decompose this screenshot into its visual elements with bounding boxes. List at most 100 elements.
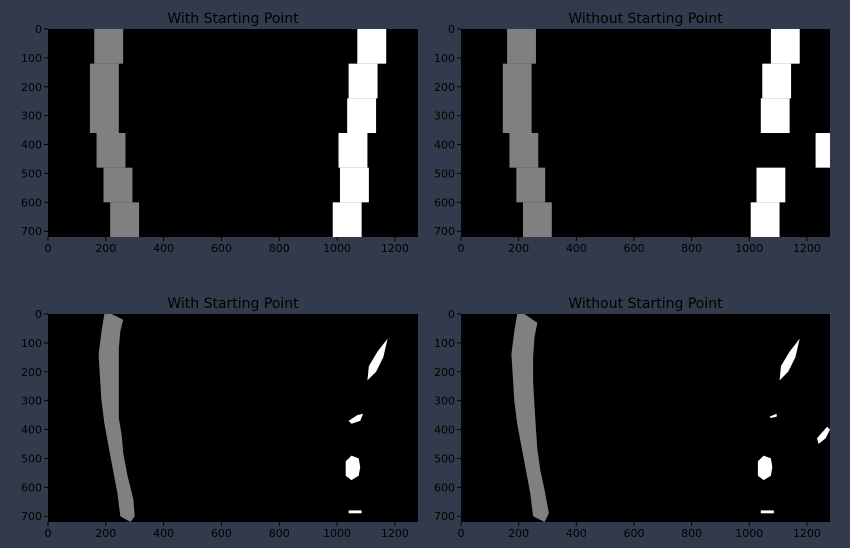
y-tick-label: 600 xyxy=(21,481,42,494)
x-tick-label: 1000 xyxy=(323,527,351,540)
x-tick-label: 800 xyxy=(269,242,290,255)
y-tick-label: 700 xyxy=(434,510,455,523)
x-tick-label: 0 xyxy=(458,242,465,255)
right-lane-window xyxy=(760,98,790,133)
left-lane-window xyxy=(507,29,536,64)
right-lane-pixels xyxy=(757,455,773,481)
right-lane-window xyxy=(762,63,792,99)
x-tick-label: 0 xyxy=(45,242,52,255)
x-tick-label: 1000 xyxy=(735,242,763,255)
right-lane-window xyxy=(357,29,387,64)
x-tick-label: 600 xyxy=(211,527,232,540)
right-lane-window xyxy=(338,133,368,168)
subplot-title: Without Starting Point xyxy=(568,296,723,312)
y-tick-label: 400 xyxy=(434,424,455,437)
right-lane-window xyxy=(756,167,786,203)
y-tick-label: 500 xyxy=(21,452,42,465)
x-tick-label: 1200 xyxy=(793,527,821,540)
left-lane-window xyxy=(516,167,546,203)
x-tick-label: 400 xyxy=(153,527,174,540)
y-tick-label: 100 xyxy=(21,337,42,350)
y-tick-label: 0 xyxy=(35,23,42,36)
right-lane-pixels xyxy=(345,455,361,481)
y-tick-label: 300 xyxy=(434,110,455,123)
right-lane-window xyxy=(332,202,362,237)
x-tick-label: 200 xyxy=(95,242,116,255)
left-lane-window xyxy=(89,63,119,133)
right-lane-pixels xyxy=(367,338,388,381)
y-tick-label: 600 xyxy=(434,196,455,209)
right-lane-pixels xyxy=(779,338,800,381)
y-tick-label: 200 xyxy=(434,366,455,379)
y-tick-label: 0 xyxy=(448,308,455,321)
right-lane-window xyxy=(770,29,800,64)
x-tick-label: 800 xyxy=(681,527,702,540)
right-lane-window xyxy=(750,202,780,237)
x-tick-label: 600 xyxy=(623,527,644,540)
left-lane-window xyxy=(502,63,532,133)
y-tick-label: 500 xyxy=(434,452,455,465)
right-lane-pixels xyxy=(817,426,830,444)
right-lane-window xyxy=(815,133,830,168)
x-tick-label: 600 xyxy=(211,242,232,255)
left-lane-pixels xyxy=(511,314,549,522)
x-tick-label: 800 xyxy=(681,242,702,255)
x-tick-label: 400 xyxy=(566,527,587,540)
right-lane-pixels xyxy=(348,413,364,424)
left-lane-window xyxy=(522,202,552,237)
y-tick-label: 100 xyxy=(434,337,455,350)
subplot-title: With Starting Point xyxy=(167,11,299,27)
y-tick-label: 100 xyxy=(434,52,455,65)
y-tick-label: 700 xyxy=(434,225,455,238)
y-tick-label: 200 xyxy=(434,81,455,94)
y-tick-label: 300 xyxy=(21,110,42,123)
x-tick-label: 800 xyxy=(269,527,290,540)
y-tick-label: 700 xyxy=(21,510,42,523)
right-lane-pixels xyxy=(348,510,362,514)
x-tick-label: 200 xyxy=(508,242,529,255)
x-tick-label: 400 xyxy=(566,242,587,255)
x-tick-label: 0 xyxy=(458,527,465,540)
left-lane-window xyxy=(509,133,539,168)
y-tick-label: 200 xyxy=(21,366,42,379)
y-tick-label: 700 xyxy=(21,225,42,238)
y-tick-label: 400 xyxy=(21,424,42,437)
right-lane-pixels xyxy=(769,413,777,418)
x-tick-label: 1200 xyxy=(381,242,409,255)
y-tick-label: 400 xyxy=(21,139,42,152)
y-tick-label: 600 xyxy=(434,481,455,494)
left-lane-pixels xyxy=(98,314,135,522)
right-lane-window xyxy=(339,167,369,203)
y-tick-label: 600 xyxy=(21,196,42,209)
right-lane-window xyxy=(347,98,377,133)
x-tick-label: 200 xyxy=(508,527,529,540)
y-tick-label: 0 xyxy=(448,23,455,36)
x-tick-label: 200 xyxy=(95,527,116,540)
y-tick-label: 100 xyxy=(21,52,42,65)
right-lane-window xyxy=(348,63,378,99)
x-tick-label: 1000 xyxy=(735,527,763,540)
y-tick-label: 500 xyxy=(434,167,455,180)
left-lane-window xyxy=(110,202,140,237)
x-tick-label: 1000 xyxy=(323,242,351,255)
left-lane-window xyxy=(103,167,133,203)
x-tick-label: 400 xyxy=(153,242,174,255)
x-tick-label: 1200 xyxy=(793,242,821,255)
x-tick-label: 0 xyxy=(45,527,52,540)
x-tick-label: 1200 xyxy=(381,527,409,540)
x-tick-label: 600 xyxy=(623,242,644,255)
y-tick-label: 400 xyxy=(434,139,455,152)
subplot-title: With Starting Point xyxy=(167,296,299,312)
left-lane-window xyxy=(94,29,124,64)
y-tick-label: 0 xyxy=(35,308,42,321)
right-lane-pixels xyxy=(760,510,774,514)
subplot-title: Without Starting Point xyxy=(568,11,723,27)
y-tick-label: 200 xyxy=(21,81,42,94)
y-tick-label: 300 xyxy=(21,395,42,408)
